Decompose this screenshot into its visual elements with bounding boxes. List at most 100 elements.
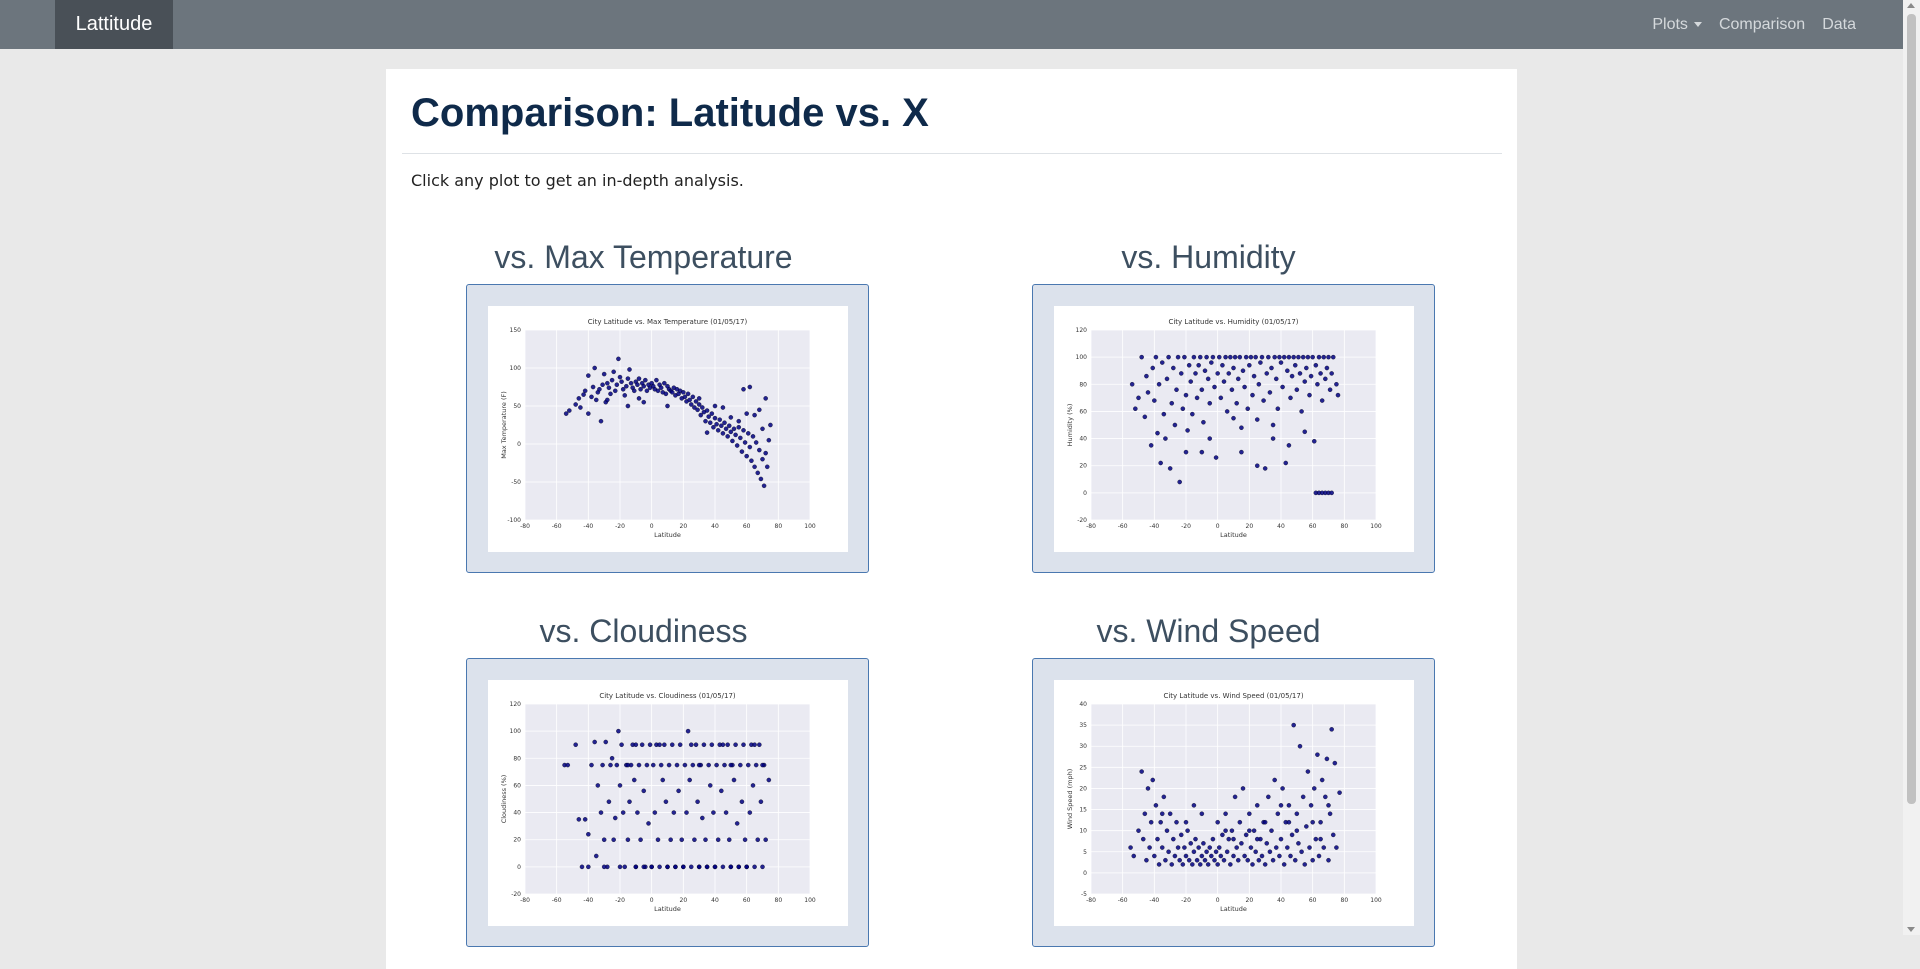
data-point [627, 367, 632, 372]
data-point [1266, 794, 1271, 800]
data-point [589, 762, 594, 768]
data-point [1216, 845, 1222, 850]
data-point [1179, 371, 1184, 376]
data-point [1273, 845, 1279, 850]
data-point [597, 387, 602, 392]
data-point [698, 412, 703, 418]
data-point [738, 762, 743, 768]
x-tick-label: 80 [775, 523, 783, 530]
data-point [731, 426, 737, 432]
data-point [1150, 365, 1156, 371]
data-point [739, 449, 745, 454]
data-point [1300, 794, 1306, 800]
data-point [701, 742, 707, 747]
data-point [1327, 387, 1333, 392]
data-point [1302, 379, 1307, 384]
scroll-down-arrow-icon[interactable] [1907, 927, 1915, 932]
data-point [579, 864, 585, 870]
x-tick-label: 40 [711, 897, 719, 904]
data-point [1175, 845, 1181, 850]
data-point [1160, 360, 1165, 365]
brand-logo[interactable]: Lattitude [55, 0, 173, 49]
data-point [1296, 354, 1301, 360]
data-point [739, 799, 745, 804]
nav-data-link[interactable]: Data [1822, 15, 1856, 33]
plot-card-cloudiness[interactable]: -80 -60 -40 -20 0 20 40 60 80 100 -20 0 20 40 60 80 100 1… [466, 658, 869, 947]
y-tick-label: 0 [1083, 490, 1087, 497]
x-tick-label: 40 [1277, 523, 1285, 530]
data-point [747, 444, 753, 450]
data-point [1201, 420, 1206, 425]
plot-card-max-temperature[interactable]: -80 -60 -40 -20 0 20 40 60 80 100 -100 -50 0 50 100 150… [466, 284, 869, 573]
x-tick-label: -40 [1149, 523, 1159, 530]
nav-comparison-link[interactable]: Comparison [1718, 15, 1806, 33]
page-scrollbar[interactable] [1903, 0, 1920, 935]
data-point [644, 388, 650, 394]
data-point [752, 464, 757, 470]
data-point [1294, 811, 1300, 817]
data-point [728, 429, 734, 435]
data-point [1267, 849, 1273, 855]
data-point [1158, 819, 1163, 825]
nav-links: Plots Comparison Data [1635, 0, 1856, 49]
x-tick-label: -80 [1086, 897, 1096, 904]
data-point [1202, 857, 1208, 863]
data-point [711, 425, 716, 430]
data-point [625, 762, 631, 768]
data-point [652, 810, 658, 815]
data-point [1294, 387, 1300, 392]
x-tick-label: 100 [1370, 897, 1382, 904]
data-point [1228, 862, 1233, 867]
data-point [625, 837, 631, 842]
y-tick-label: 80 [513, 755, 521, 762]
plot-card-wind-speed[interactable]: -80 -60 -40 -20 0 20 40 60 80 100 -5 0 5 10 15 20 25 30 35… [1032, 658, 1435, 947]
scrollbar-thumb[interactable] [1907, 14, 1916, 804]
data-point [1148, 819, 1154, 825]
data-point [758, 476, 764, 482]
data-point [620, 810, 626, 815]
data-point [744, 453, 749, 459]
data-point [605, 380, 610, 386]
data-point [760, 864, 765, 870]
data-point [1201, 841, 1206, 846]
data-point [768, 422, 773, 428]
data-point [638, 837, 643, 842]
scroll-up-arrow-icon[interactable] [1907, 3, 1915, 8]
x-tick-label: 40 [1277, 897, 1285, 904]
data-point [1213, 849, 1219, 855]
data-point [695, 407, 700, 413]
data-point [1145, 390, 1151, 395]
data-point [1171, 836, 1176, 842]
x-tick-label: 0 [1216, 523, 1220, 530]
x-tick-label: 20 [680, 897, 688, 904]
data-point [1242, 384, 1247, 390]
x-tick-label: 100 [804, 523, 816, 530]
data-point [1251, 373, 1257, 379]
data-point [1186, 857, 1192, 863]
data-point [707, 783, 713, 788]
data-point [730, 438, 735, 444]
plot-image-humidity: -80 -60 -40 -20 0 20 40 60 80 100 -20 0 20 40 60 80 100 1… [1054, 306, 1414, 552]
data-point [709, 411, 715, 416]
data-point [1175, 354, 1181, 360]
data-point [1307, 392, 1312, 398]
data-point [747, 384, 753, 390]
plot-card-humidity[interactable]: -80 -60 -40 -20 0 20 40 60 80 100 -20 0 20 40 60 80 100 1… [1032, 284, 1435, 573]
data-point [752, 742, 757, 747]
data-point [1191, 803, 1197, 808]
data-point [605, 397, 610, 403]
nav-plots-dropdown[interactable]: Plots [1652, 16, 1702, 34]
data-point [1269, 828, 1274, 833]
data-point [662, 742, 667, 747]
data-point [1223, 828, 1228, 833]
data-point [685, 728, 691, 734]
x-tick-label: 80 [1341, 897, 1349, 904]
data-point [650, 762, 656, 768]
data-point [1204, 849, 1209, 855]
data-point [695, 799, 700, 804]
chart-title: City Latitude vs. Wind Speed (01/05/17) [1163, 692, 1303, 700]
main-container: Comparison: Latitude vs. X Click any plo… [386, 69, 1517, 969]
y-tick-label: -20 [511, 891, 521, 898]
y-axis-label: Wind Speed (mph) [1066, 769, 1074, 830]
data-point [755, 470, 760, 476]
